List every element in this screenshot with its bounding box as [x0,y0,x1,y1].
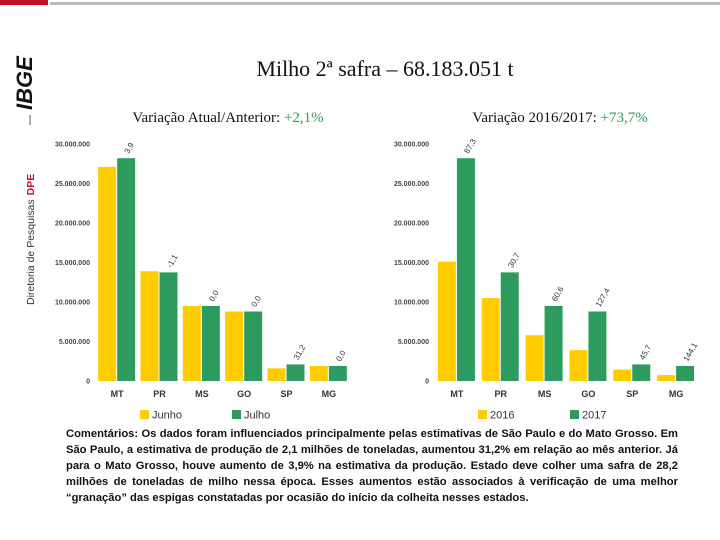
bar [182,305,201,381]
y-tick-label: 20.000.000 [55,221,90,228]
chart-subtitle: Variação Atual/Anterior: +2,1% [132,110,323,126]
y-tick-label: 0 [425,379,429,386]
bar [140,271,159,381]
chart-subtitle: Variação 2016/2017: +73,7% [472,110,648,126]
variation-label: 45,7 [638,343,654,361]
subtitle-highlight: +73,7% [601,110,648,126]
bar [437,261,456,381]
bar [309,365,328,381]
comments: Comentários: Os dados foram influenciado… [66,428,678,504]
y-tick-label: 25.000.000 [394,181,429,188]
x-tick-label: SP [626,389,638,399]
unit: DPE [25,174,37,196]
variation-label: 87,3 [462,137,478,155]
y-tick-label: 5.000.000 [398,339,429,346]
bar [225,311,244,381]
department: Diretoria de Pesquisas [25,199,37,305]
legend-label: 2017 [582,410,606,422]
y-tick-label: 20.000.000 [394,221,429,228]
bar [286,364,305,381]
x-tick-label: PR [494,389,507,399]
x-tick-label: MT [111,389,124,399]
subtitle-highlight: +2,1% [284,110,324,126]
subtitle-text: Variação 2016/2017: [472,110,600,126]
bar [500,272,519,381]
bar [657,375,676,381]
variation-label: -1,1 [165,252,180,269]
variation-label: 3,9 [123,141,137,156]
bar [98,166,117,381]
y-tick-label: 15.000.000 [394,260,429,267]
x-tick-label: PR [153,389,166,399]
x-tick-label: GO [581,389,595,399]
x-tick-label: MG [669,389,684,399]
logo: IBGE [12,55,37,110]
top-bar [50,2,720,5]
bar [676,365,695,381]
legend-swatch [478,410,487,419]
bar [456,158,475,381]
legend-label: Julho [244,410,270,422]
variation-label: 31,2 [292,343,308,361]
legend-swatch [570,410,579,419]
slide-title: Milho 2ª safra – 68.183.051 t [256,56,513,81]
bar [481,298,500,381]
y-tick-label: 15.000.000 [55,260,90,267]
bar [588,311,607,381]
bar [267,368,286,381]
legend-swatch [140,410,149,419]
sidebar-text: Diretoria de Pesquisas DPE [25,174,37,305]
variation-label: 30,7 [506,251,522,269]
y-tick-label: 10.000.000 [55,300,90,307]
x-tick-label: SP [280,389,292,399]
bar [328,365,347,381]
bar [117,158,136,381]
x-tick-label: MG [322,389,337,399]
x-tick-label: MS [195,389,209,399]
subtitle-text: Variação Atual/Anterior: [132,110,284,126]
bar [201,305,220,381]
bar [525,335,544,381]
top-accent [0,0,48,5]
legend-label: 2016 [490,410,514,422]
y-tick-label: 25.000.000 [55,181,90,188]
variation-label: 0,0 [334,348,348,363]
y-tick-label: 30.000.000 [394,142,429,149]
y-tick-label: 5.000.000 [59,339,90,346]
bar [244,311,263,381]
y-tick-label: 30.000.000 [55,142,90,149]
variation-label: 127,4 [594,286,612,308]
x-tick-label: MS [538,389,552,399]
y-tick-label: 0 [86,379,90,386]
variation-label: 60,6 [550,284,566,302]
variation-label: 0,0 [207,288,221,303]
legend-swatch [232,410,241,419]
x-tick-label: MT [450,389,463,399]
x-tick-label: GO [237,389,251,399]
bar [544,305,563,381]
y-tick-label: 10.000.000 [394,300,429,307]
legend-label: Junho [152,410,182,422]
bar [159,272,178,381]
variation-label: 144,1 [682,341,700,363]
variation-label: 0,0 [250,294,264,309]
bar [632,364,651,381]
bar [569,350,588,381]
bar [613,369,632,381]
